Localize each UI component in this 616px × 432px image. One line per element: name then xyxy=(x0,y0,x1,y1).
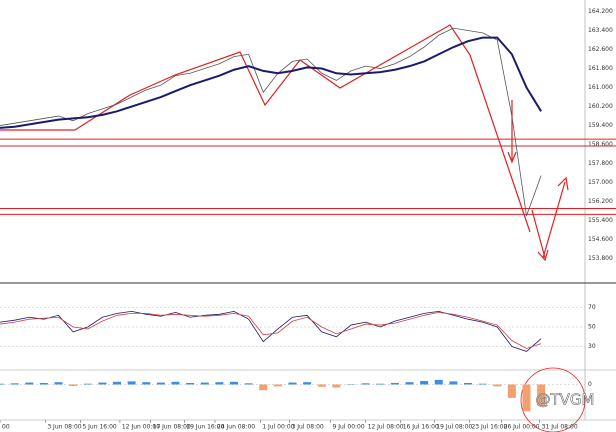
x-tick-label: 24 Jun 08:00 xyxy=(217,424,255,431)
x-tick-label: 17 Jun 08:00 xyxy=(153,424,191,431)
y-tick-label: 161.000 xyxy=(588,84,613,91)
y-tick-label: 30 xyxy=(588,343,596,350)
y-tick-label: 160.200 xyxy=(588,103,613,110)
x-tick-label: 12 Jun 00:00 xyxy=(122,424,160,431)
x-tick-label: 1 Jul 00:00 xyxy=(262,424,294,431)
histogram-bar xyxy=(303,382,312,385)
histogram-bar xyxy=(405,382,414,385)
histogram-bar xyxy=(420,381,429,385)
histogram-bar xyxy=(464,382,472,385)
series-line xyxy=(0,311,542,349)
arrow-head xyxy=(537,249,549,262)
histogram-bar xyxy=(83,383,92,385)
x-tick-label: 19 Jul 08:00 xyxy=(436,424,472,431)
y-tick-label: 0 xyxy=(588,381,592,388)
y-tick-label: 70 xyxy=(588,304,596,311)
histogram-bar xyxy=(493,384,502,387)
y-tick-label: 163.400 xyxy=(588,27,613,34)
histogram-bar xyxy=(332,384,341,388)
histogram-bar xyxy=(0,383,4,385)
y-tick-label: 155.400 xyxy=(588,217,613,224)
histogram-bar xyxy=(69,384,78,387)
y-tick-label: 157.000 xyxy=(588,179,613,186)
x-tick-label: 12 Jul 08:00 xyxy=(368,424,404,431)
histogram-bar xyxy=(230,381,238,385)
x-tick-label: 26 Jul 00:00 xyxy=(504,424,540,431)
histogram-bar xyxy=(376,383,385,385)
x-tick-label: 3 Jun 08:00 xyxy=(47,424,81,431)
x-tick-label: 9 Jul 00:00 xyxy=(333,424,365,431)
y-tick-label: 162.600 xyxy=(588,46,613,53)
x-tick-label: 00 xyxy=(2,424,10,431)
series-line xyxy=(0,310,542,352)
watermark: @TVGM xyxy=(536,391,595,409)
histogram-bar xyxy=(39,382,48,385)
histogram-bar xyxy=(142,382,151,385)
x-tick-label: 19 Jun 16:00 xyxy=(186,424,224,431)
histogram-bar xyxy=(54,382,63,385)
x-tick-label: 16 Jul 16:00 xyxy=(403,424,439,431)
y-tick-label: 164.200 xyxy=(588,8,613,15)
histogram-bar xyxy=(215,382,224,385)
histogram-bar xyxy=(98,382,107,385)
y-tick-label: 154.600 xyxy=(588,236,613,243)
trend-lines xyxy=(0,24,531,233)
arrow xyxy=(531,209,546,259)
x-tick-label: 23 Jul 16:00 xyxy=(471,424,507,431)
histogram-bar xyxy=(171,381,180,385)
histogram-bar xyxy=(390,382,399,385)
arrow-head xyxy=(557,176,569,191)
arrow-head xyxy=(507,151,517,164)
histogram-bar xyxy=(156,382,165,385)
histogram-bar xyxy=(10,383,19,385)
histogram-bar xyxy=(361,383,370,385)
y-tick-label: 156.200 xyxy=(588,198,613,205)
y-tick-label: 50 xyxy=(588,324,596,331)
histogram-bar xyxy=(259,384,268,391)
y-tick-label: 157.800 xyxy=(588,160,613,167)
histogram-bar xyxy=(186,382,195,385)
x-tick-label: 31 Jul 08:00 xyxy=(542,424,578,431)
histogram-bar xyxy=(507,384,516,398)
histogram-bar xyxy=(537,384,546,406)
histogram-bar xyxy=(478,383,487,385)
histogram-bar xyxy=(113,381,121,385)
arrow xyxy=(542,181,566,259)
annotations xyxy=(0,24,586,432)
histogram-bar xyxy=(25,382,34,385)
histogram-bar xyxy=(288,382,297,385)
histogram-bar xyxy=(317,384,326,387)
histogram-bar xyxy=(273,384,282,387)
highlight-circle xyxy=(520,367,586,432)
histogram-bar xyxy=(434,379,443,385)
y-tick-label: 159.400 xyxy=(588,122,613,129)
series-line xyxy=(0,27,542,216)
y-tick-label: 161.800 xyxy=(588,65,613,72)
series-line xyxy=(0,36,542,129)
histogram-bar xyxy=(127,381,136,385)
y-tick-label: 158.600 xyxy=(588,141,613,148)
x-tick-label: 5 Jun 16:00 xyxy=(82,424,116,431)
x-tick-label: 3 Jul 08:00 xyxy=(292,424,324,431)
y-tick-label: 153.800 xyxy=(588,255,613,262)
histogram-bar xyxy=(244,383,253,385)
histogram-bar xyxy=(522,384,531,412)
histogram-bar xyxy=(200,382,209,385)
histogram-bar xyxy=(449,381,458,385)
